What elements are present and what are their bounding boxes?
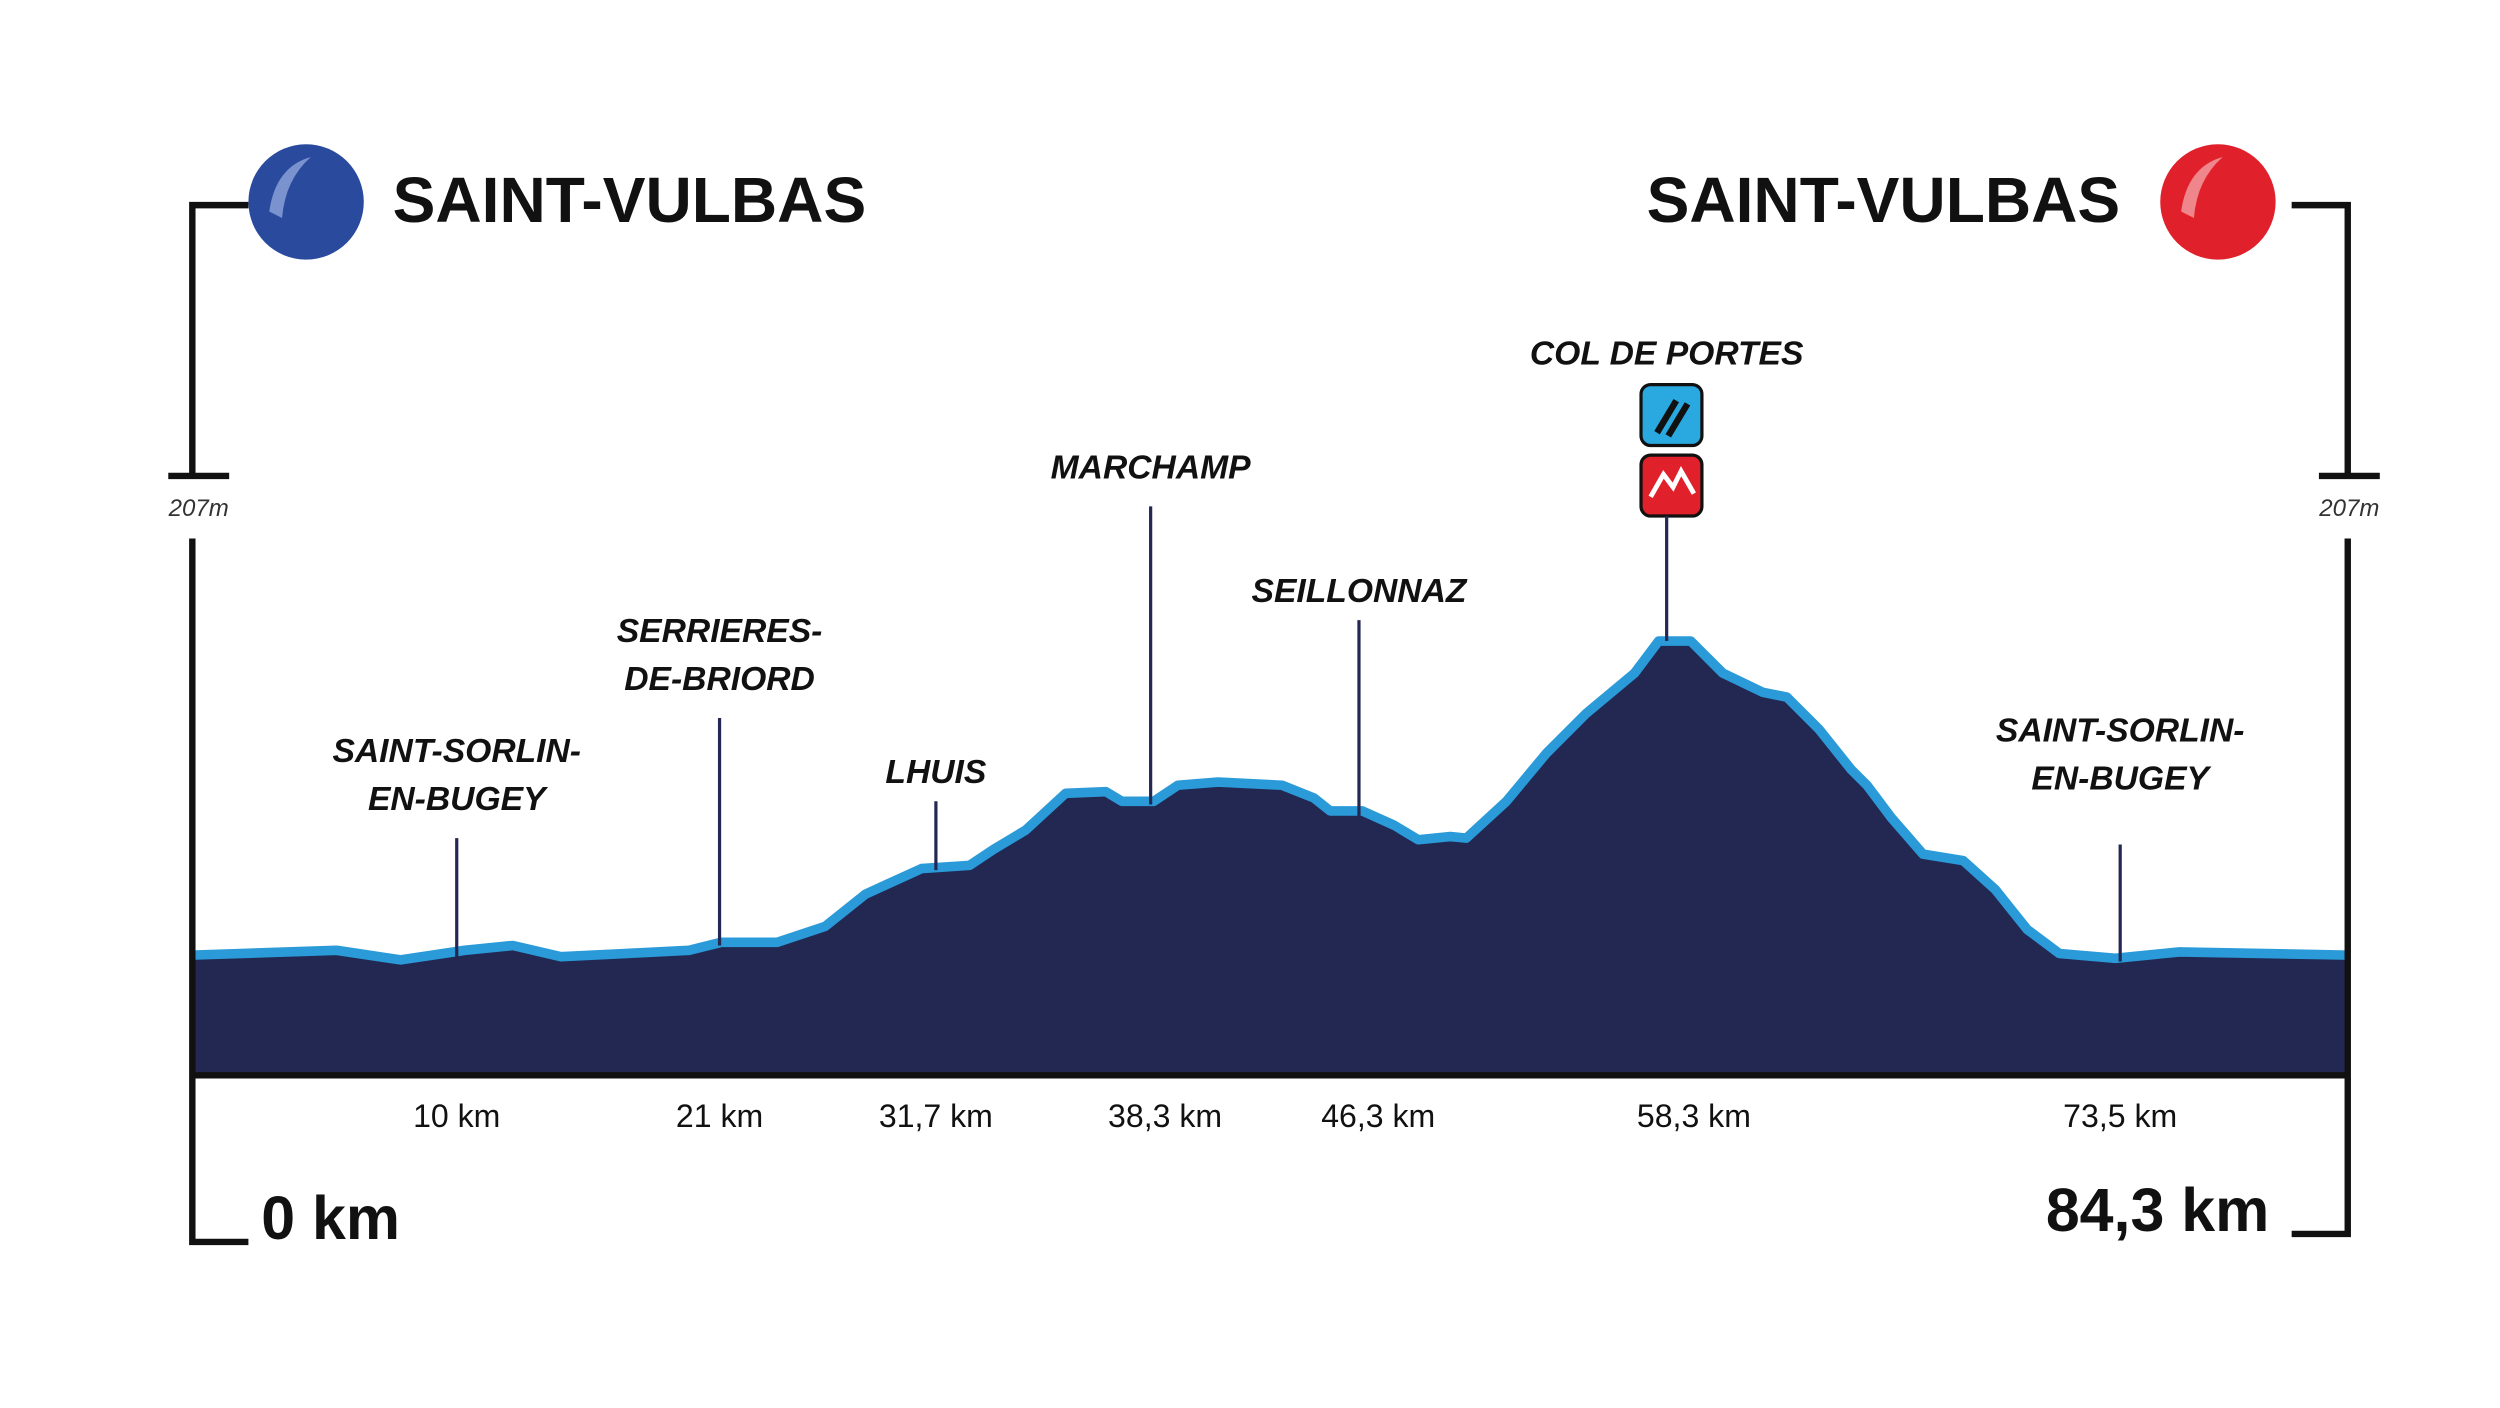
waypoint-name: EN-BUGEY: [2031, 760, 2211, 797]
waypoint-km: 73,5 km: [2063, 1098, 2177, 1134]
feed-zone-glyph: [1654, 398, 1691, 438]
waypoint-km: 10 km: [413, 1098, 500, 1134]
start-city: SAINT-VULBAS: [393, 164, 867, 236]
start-marker: [248, 144, 364, 260]
waypoint-name: COL DE PORTES: [1530, 336, 1804, 373]
finish-km: 84,3 km: [2046, 1176, 2269, 1244]
waypoint-name: SAINT-SORLIN-: [332, 733, 581, 770]
waypoint-name: SERRIERES-: [617, 613, 823, 650]
waypoint-km: 21 km: [676, 1098, 763, 1134]
waypoint-km: 46,3 km: [1321, 1098, 1435, 1134]
waypoint-name: SEILLONNAZ: [1252, 573, 1468, 610]
finish-marker: [2160, 144, 2276, 260]
climb-glyph: [1648, 466, 1696, 498]
finish-city: SAINT-VULBAS: [1647, 164, 2121, 236]
waypoint-name: LHUIS: [885, 754, 986, 791]
frame-right-top: [2291, 201, 2351, 476]
start-km: 0 km: [261, 1184, 400, 1252]
elevation-outline: [192, 636, 2348, 965]
waypoint-km: 38,3 km: [1108, 1098, 1222, 1134]
elevation-profile: [192, 641, 2348, 1074]
marker-shine: [269, 157, 311, 218]
waypoint-name: DE-BRIORD: [624, 661, 815, 698]
marker-shine: [2181, 157, 2223, 218]
altitude-label: 207m: [2318, 495, 2379, 522]
waypoint-name: MARCHAMP: [1051, 449, 1252, 486]
frame-left-bottom: [189, 538, 249, 1246]
waypoint-name: SAINT-SORLIN-: [1996, 712, 2245, 749]
waypoint-km: 58,3 km: [1637, 1098, 1751, 1134]
frame-left-top: [189, 201, 249, 476]
waypoint-km: 31,7 km: [879, 1098, 993, 1134]
waypoint-name: EN-BUGEY: [368, 781, 548, 818]
altitude-label: 207m: [168, 495, 229, 522]
frame-right-bottom: [2291, 538, 2351, 1238]
